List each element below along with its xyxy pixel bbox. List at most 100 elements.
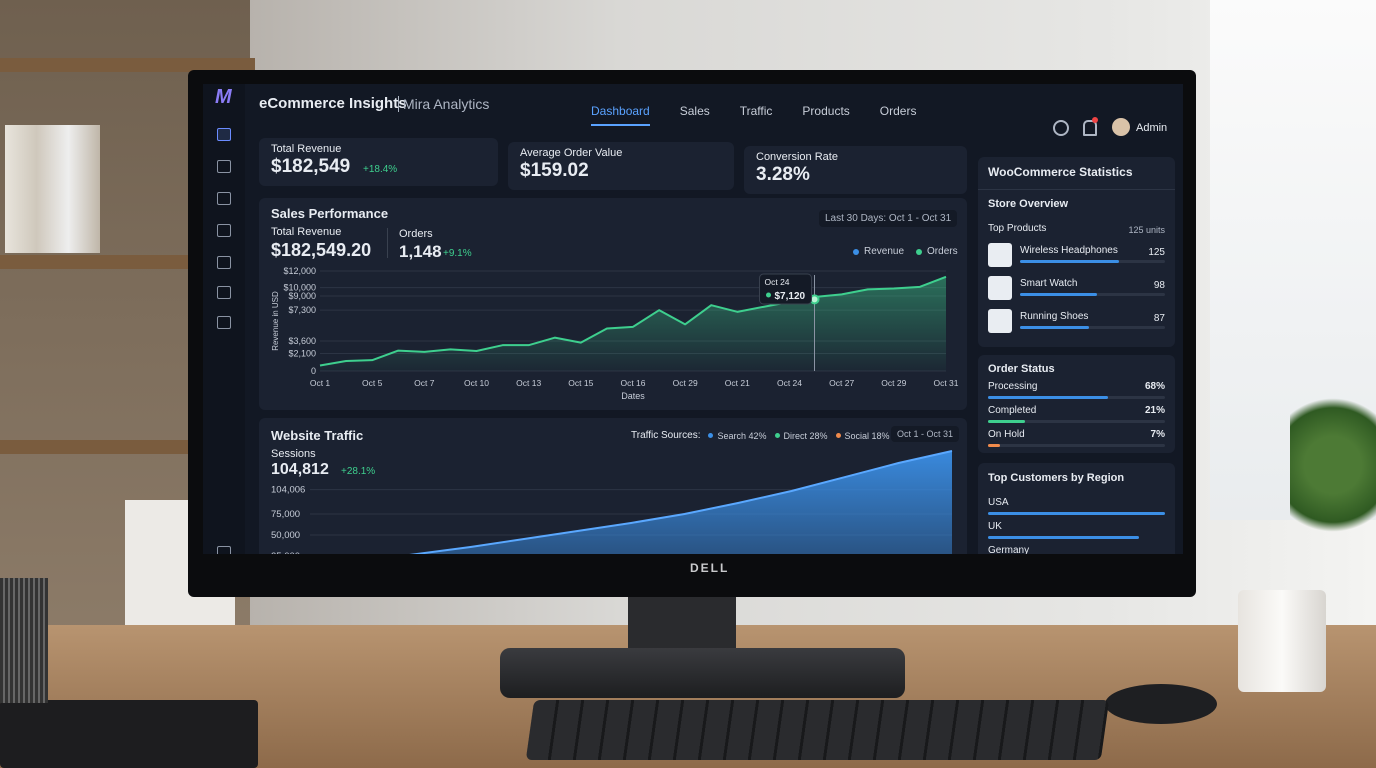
legend-title: Traffic Sources: <box>631 430 701 441</box>
kpi-change: +18.4% <box>363 164 398 175</box>
shelf <box>0 58 255 72</box>
x-axis-label: Dates <box>621 391 645 401</box>
mug <box>1238 590 1326 692</box>
region-bar <box>988 536 1139 539</box>
x-tick-label: Oct 29 <box>673 378 698 388</box>
total-label: Total Revenue <box>271 226 342 238</box>
nav-icon[interactable] <box>217 128 231 141</box>
legend-item: Direct 28% <box>774 430 828 441</box>
legend-label: Direct 28% <box>783 430 828 441</box>
y-tick-label: $9,000 <box>288 291 316 301</box>
product-icon <box>988 243 1012 267</box>
bar <box>1020 293 1098 296</box>
panel-title: Website Traffic <box>271 428 364 443</box>
product-value: 87 <box>1153 313 1165 324</box>
bar-track <box>988 420 1165 423</box>
nav-icon[interactable] <box>217 192 231 205</box>
line <box>319 275 947 367</box>
traffic-panel: Website Traffic Traffic Sources: Search 4… <box>259 418 967 554</box>
legend-label: Search 42% <box>717 430 767 441</box>
books <box>5 125 100 253</box>
sessions-label: Sessions <box>271 448 316 460</box>
legend-label: Orders <box>927 246 958 257</box>
nav-icon[interactable] <box>217 256 231 269</box>
kpi-card: Conversion Rate 3.28% <box>744 146 967 194</box>
nav-tab[interactable]: Dashboard <box>591 104 650 126</box>
bar <box>988 420 1026 423</box>
legend-swatch <box>835 433 841 438</box>
y-tick-label: 25,000 <box>271 551 300 554</box>
status-name: Completed <box>988 405 1037 416</box>
divider <box>387 228 388 258</box>
bar-track <box>1020 326 1165 329</box>
date-range[interactable]: Last 30 Days: Oct 1 - Oct 31 <box>819 210 958 227</box>
notification-badge <box>1092 117 1098 123</box>
nav-tab[interactable]: Sales <box>679 104 710 118</box>
tooltip-value: $7,120 <box>775 291 806 302</box>
screen: M eCommerce Insights Mira Analytics Dash… <box>203 84 1183 554</box>
y-tick-label: $3,600 <box>288 336 316 346</box>
kpi-card: Average Order Value $159.02 <box>508 142 734 190</box>
user-name[interactable]: Admin <box>1136 122 1168 134</box>
notification-icon[interactable] <box>1083 120 1097 136</box>
area <box>416 451 952 554</box>
bar <box>988 444 1001 447</box>
x-tick-label: Oct 16 <box>620 378 645 388</box>
y-tick-label: $2,100 <box>288 349 316 359</box>
panel-title: Sales Performance <box>271 206 389 221</box>
pen-holder <box>0 578 48 703</box>
kpi-card: Total Revenue $182,549 +18.4% <box>259 138 498 186</box>
legend-swatch <box>916 248 923 255</box>
legend-swatch <box>853 248 859 255</box>
settings-icon[interactable] <box>1053 120 1069 136</box>
customers-panel: Top Customers by Region USA UK Germany <box>978 463 1175 554</box>
tabs: Dashboard Sales Traffic Products Orders <box>591 104 916 126</box>
tooltip-dot <box>766 292 771 298</box>
app-title: eCommerce Insights <box>259 95 407 112</box>
kpi-label: Conversion Rate <box>756 151 838 163</box>
legend-item: Orders <box>916 246 958 257</box>
bar <box>1020 326 1089 329</box>
avatar[interactable] <box>1112 118 1130 136</box>
panel-title: WooCommerce Statistics <box>988 165 1133 179</box>
nav-icon[interactable] <box>217 224 231 237</box>
status-value: 21% <box>1144 405 1165 416</box>
y-tick-label: 104,006 <box>271 485 305 496</box>
nav-tab[interactable]: Orders <box>879 104 917 118</box>
woo-panel: WooCommerce Statistics Store Overview To… <box>978 157 1175 347</box>
status-value: 7% <box>1150 429 1165 440</box>
monitor-base <box>500 648 905 698</box>
x-tick-label: Oct 31 <box>933 378 958 388</box>
date-range[interactable]: Oct 1 - Oct 31 <box>891 426 960 442</box>
kpi-value: 3.28% <box>756 164 810 185</box>
nav-tab[interactable]: Products <box>802 104 850 118</box>
y-tick-label: 75,000 <box>271 509 300 520</box>
nav-tab[interactable]: Traffic <box>739 104 773 118</box>
products-total: 125 units <box>1128 225 1165 235</box>
y-tick-label: 50,000 <box>271 530 300 541</box>
nav-icon[interactable] <box>217 286 231 299</box>
region-name: Germany <box>988 545 1030 554</box>
section-title: Store Overview <box>988 198 1069 210</box>
total-value: $182,549.20 <box>271 240 372 260</box>
notebook <box>0 700 258 768</box>
divider <box>978 189 1175 190</box>
orders-label: Orders <box>399 228 433 240</box>
x-tick-label: Oct 29 <box>881 378 906 388</box>
legend-item: Revenue <box>853 246 904 257</box>
nav-icon[interactable] <box>217 160 231 173</box>
legend: Revenue Orders <box>853 246 958 257</box>
x-tick-label: Oct 7 <box>414 378 435 388</box>
mouse <box>1105 684 1217 724</box>
region-bar <box>988 512 1165 515</box>
legend-item: Search 42% <box>708 430 767 441</box>
y-tick-label: $12,000 <box>283 266 316 276</box>
nav-icon[interactable] <box>217 316 231 329</box>
panel-title: Order Status <box>988 363 1055 375</box>
logo: M <box>215 86 232 108</box>
x-tick-label: Oct 24 <box>777 378 802 388</box>
app-subtitle: Mira Analytics <box>403 96 490 112</box>
nav-icon[interactable] <box>217 546 231 554</box>
x-tick-label: Oct 27 <box>829 378 854 388</box>
